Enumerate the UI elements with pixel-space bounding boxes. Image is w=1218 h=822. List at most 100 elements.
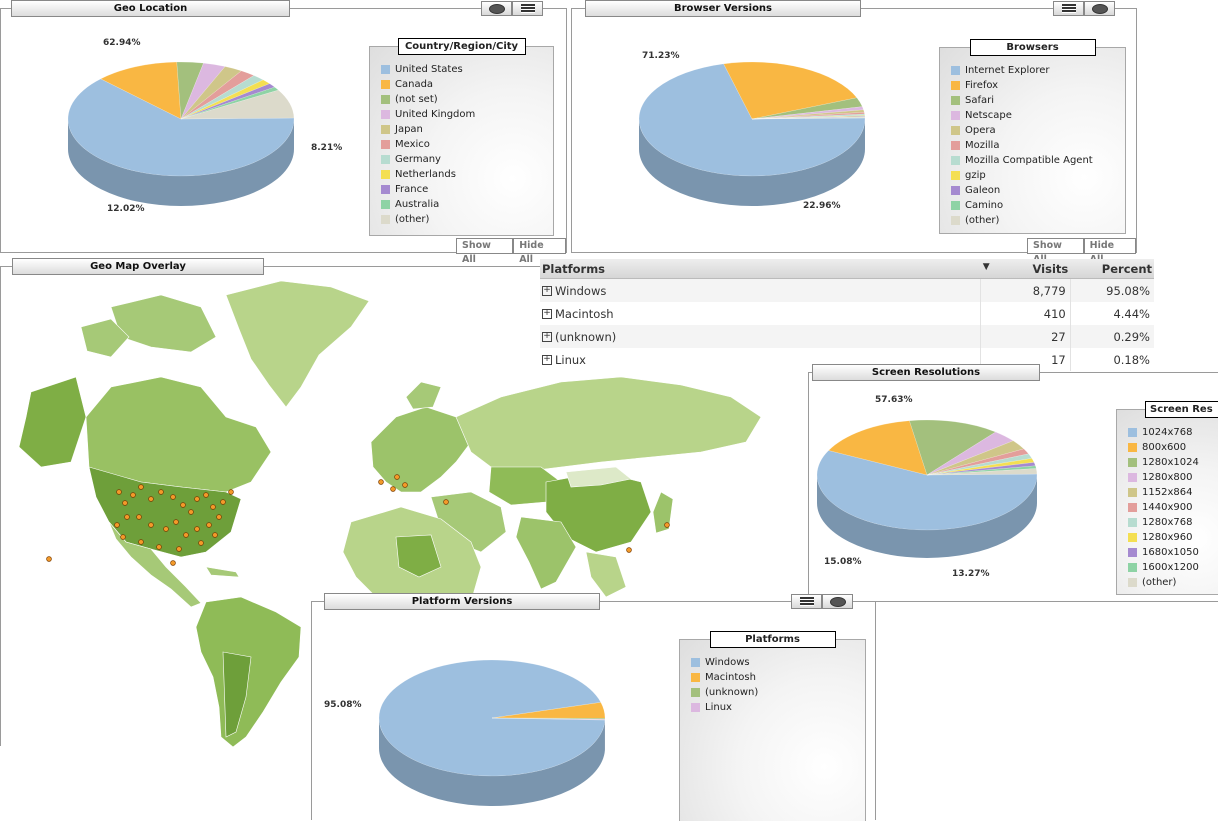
geo-legend-item[interactable]: United Kingdom bbox=[381, 107, 475, 122]
hide-all-button[interactable]: Hide All bbox=[513, 238, 566, 254]
expand-icon[interactable]: + bbox=[542, 309, 552, 319]
expand-icon[interactable]: + bbox=[542, 355, 552, 365]
screen-legend-item[interactable]: 1600x1200 bbox=[1128, 560, 1199, 575]
visitor-marker[interactable] bbox=[229, 490, 234, 495]
visitor-marker[interactable] bbox=[117, 490, 122, 495]
geo-legend-item[interactable]: (other) bbox=[381, 212, 475, 227]
visitor-marker[interactable] bbox=[123, 501, 128, 506]
expand-icon[interactable]: + bbox=[542, 286, 552, 296]
visitor-marker[interactable] bbox=[379, 480, 384, 485]
visitor-marker[interactable] bbox=[171, 495, 176, 500]
visitor-marker[interactable] bbox=[444, 500, 449, 505]
visitor-marker[interactable] bbox=[139, 540, 144, 545]
visitor-marker[interactable] bbox=[131, 493, 136, 498]
visitor-marker[interactable] bbox=[177, 547, 182, 552]
visitor-marker[interactable] bbox=[195, 527, 200, 532]
browser-legend-item[interactable]: Camino bbox=[951, 198, 1093, 213]
table-view-button[interactable] bbox=[1053, 1, 1084, 16]
geo-legend-item[interactable]: Mexico bbox=[381, 137, 475, 152]
screen-legend-item[interactable]: 800x600 bbox=[1128, 440, 1199, 455]
browser-legend-item[interactable]: Mozilla Compatible Agent bbox=[951, 153, 1093, 168]
platform-cell[interactable]: +Macintosh bbox=[540, 302, 981, 325]
geo-legend-item[interactable]: United States bbox=[381, 62, 475, 77]
browser-legend-item[interactable]: Safari bbox=[951, 93, 1093, 108]
visitor-marker[interactable] bbox=[189, 510, 194, 515]
visitor-marker[interactable] bbox=[184, 533, 189, 538]
visitor-marker[interactable] bbox=[213, 533, 218, 538]
visitor-marker[interactable] bbox=[174, 520, 179, 525]
platform-legend-item[interactable]: (unknown) bbox=[691, 685, 758, 700]
visitor-marker[interactable] bbox=[395, 475, 400, 480]
platform-legend-item[interactable]: Windows bbox=[691, 655, 758, 670]
geo-legend-item[interactable]: Japan bbox=[381, 122, 475, 137]
screen-legend-item[interactable]: 1280x960 bbox=[1128, 530, 1199, 545]
hide-all-button[interactable]: Hide All bbox=[1084, 238, 1136, 254]
platform-legend-item[interactable]: Macintosh bbox=[691, 670, 758, 685]
visitor-marker[interactable] bbox=[121, 535, 126, 540]
visitor-marker[interactable] bbox=[207, 523, 212, 528]
visitor-marker[interactable] bbox=[181, 503, 186, 508]
visitor-marker[interactable] bbox=[149, 497, 154, 502]
col-header-visits[interactable]: ▼Visits bbox=[981, 259, 1071, 279]
visitor-marker[interactable] bbox=[403, 483, 408, 488]
geo-legend-item[interactable]: Netherlands bbox=[381, 167, 475, 182]
show-all-button[interactable]: Show All bbox=[456, 238, 513, 254]
browser-legend-item[interactable]: gzip bbox=[951, 168, 1093, 183]
table-view-button[interactable] bbox=[791, 594, 822, 609]
visitor-marker[interactable] bbox=[149, 523, 154, 528]
visitor-marker[interactable] bbox=[204, 493, 209, 498]
pie-view-button[interactable] bbox=[822, 594, 853, 609]
geo-legend-item[interactable]: (not set) bbox=[381, 92, 475, 107]
col-header-platforms[interactable]: Platforms bbox=[540, 259, 981, 279]
visitor-marker[interactable] bbox=[171, 561, 176, 566]
visitor-marker[interactable] bbox=[211, 505, 216, 510]
visitor-marker[interactable] bbox=[159, 490, 164, 495]
visitor-marker[interactable] bbox=[195, 497, 200, 502]
visitor-marker[interactable] bbox=[137, 515, 142, 520]
platform-legend-item[interactable]: Linux bbox=[691, 700, 758, 715]
geo-legend-item[interactable]: Australia bbox=[381, 197, 475, 212]
geo-pct-label-b: 12.02% bbox=[107, 204, 145, 214]
visitor-marker[interactable] bbox=[391, 487, 396, 492]
pie-view-button[interactable] bbox=[481, 1, 512, 16]
geo-legend-item[interactable]: Germany bbox=[381, 152, 475, 167]
visitor-marker[interactable] bbox=[665, 523, 670, 528]
show-all-button[interactable]: Show All bbox=[1027, 238, 1084, 254]
visitor-marker[interactable] bbox=[115, 523, 120, 528]
visitor-marker[interactable] bbox=[199, 541, 204, 546]
browser-legend-item[interactable]: Netscape bbox=[951, 108, 1093, 123]
visitor-marker[interactable] bbox=[125, 515, 130, 520]
screen-legend-item[interactable]: 1680x1050 bbox=[1128, 545, 1199, 560]
screen-legend-item[interactable]: 1152x864 bbox=[1128, 485, 1199, 500]
browser-legend-item[interactable]: (other) bbox=[951, 213, 1093, 228]
screen-legend-item[interactable]: (other) bbox=[1128, 575, 1199, 590]
screen-legend-item[interactable]: 1280x1024 bbox=[1128, 455, 1199, 470]
expand-icon[interactable]: + bbox=[542, 332, 552, 342]
screen-legend-item[interactable]: 1024x768 bbox=[1128, 425, 1199, 440]
platform-cell[interactable]: +(unknown) bbox=[540, 325, 981, 348]
visitor-marker[interactable] bbox=[627, 548, 632, 553]
table-view-button[interactable] bbox=[512, 1, 543, 16]
geo-legend-item[interactable]: France bbox=[381, 182, 475, 197]
browser-legend-item[interactable]: Galeon bbox=[951, 183, 1093, 198]
visitor-marker[interactable] bbox=[221, 500, 226, 505]
browser-legend-item[interactable]: Internet Explorer bbox=[951, 63, 1093, 78]
browser-legend-item[interactable]: Firefox bbox=[951, 78, 1093, 93]
visitor-marker[interactable] bbox=[139, 485, 144, 490]
col-header-percent[interactable]: Percent bbox=[1070, 259, 1154, 279]
geo-legend-item[interactable]: Canada bbox=[381, 77, 475, 92]
platform-cell[interactable]: +Windows bbox=[540, 279, 981, 303]
screen-legend-item[interactable]: 1280x768 bbox=[1128, 515, 1199, 530]
visitor-marker[interactable] bbox=[47, 557, 52, 562]
screen-legend-item[interactable]: 1440x900 bbox=[1128, 500, 1199, 515]
screen-legend-item[interactable]: 1280x800 bbox=[1128, 470, 1199, 485]
pie-view-button[interactable] bbox=[1084, 1, 1115, 16]
browser-legend-item[interactable]: Opera bbox=[951, 123, 1093, 138]
visitor-marker[interactable] bbox=[217, 515, 222, 520]
visitor-marker[interactable] bbox=[157, 545, 162, 550]
visitor-marker[interactable] bbox=[164, 527, 169, 532]
browser-legend-item[interactable]: Mozilla bbox=[951, 138, 1093, 153]
